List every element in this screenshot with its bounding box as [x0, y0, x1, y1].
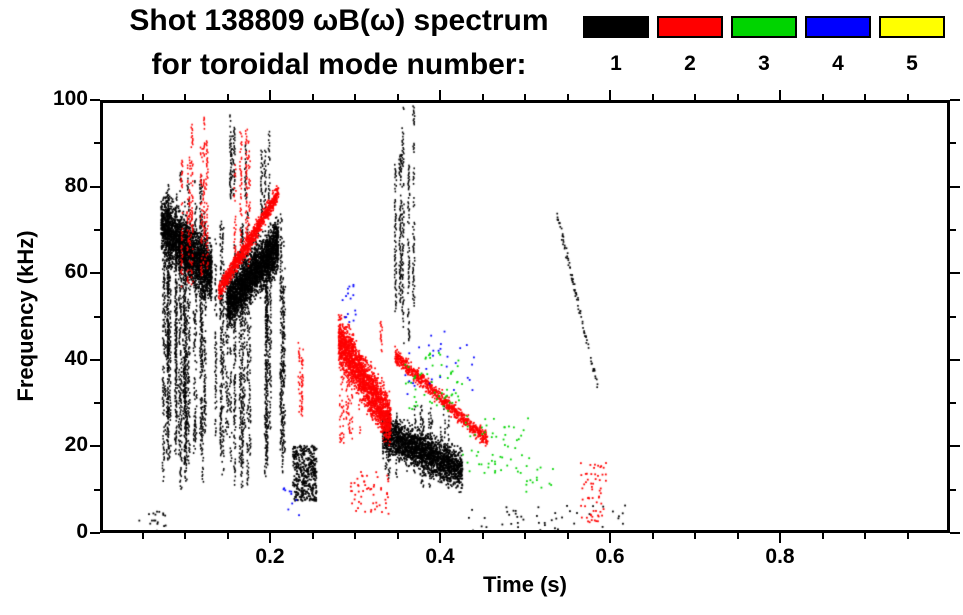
y-axis-title: Frequency (kHz) [13, 230, 38, 402]
axis-tick [396, 533, 399, 539]
axis-tick [779, 533, 781, 543]
legend-swatches [583, 16, 945, 38]
axis-tick [311, 94, 314, 100]
axis-tick [439, 90, 441, 100]
axis-tick [524, 94, 526, 100]
axis-tick [524, 533, 526, 539]
axis-tick [779, 90, 781, 100]
axis-tick [90, 532, 100, 534]
axis-tick [90, 358, 100, 361]
legend-mode-number-1: 1 [610, 52, 622, 75]
axis-tick [950, 272, 960, 275]
axis-tick [396, 94, 399, 100]
axis-tick [184, 533, 186, 539]
y-tick-label: 0 [76, 520, 88, 543]
x-tick-label: 0.6 [595, 545, 625, 568]
axis-tick [736, 533, 739, 539]
axis-tick [269, 533, 271, 543]
axis-tick [950, 445, 960, 448]
legend-mode-number-2: 2 [684, 52, 696, 75]
legend-mode-number-3: 3 [758, 52, 770, 75]
chart-subtitle: for toroidal mode number: [151, 48, 527, 81]
legend-swatch-mode-3 [731, 16, 797, 38]
axis-tick [269, 90, 271, 100]
axis-tick [311, 533, 314, 539]
axis-tick [141, 533, 144, 539]
axis-tick [90, 445, 100, 448]
axis-tick [184, 94, 186, 100]
y-tick-label: 100 [52, 87, 88, 110]
y-tick-label: 40 [64, 346, 88, 370]
axis-tick [354, 94, 356, 100]
axis-tick [950, 142, 956, 145]
axis-tick [651, 94, 654, 100]
x-axis-title: Time (s) [483, 572, 567, 597]
axis-tick [94, 402, 100, 405]
axis-tick [609, 533, 611, 543]
axis-tick [354, 533, 356, 539]
axis-tick [906, 533, 909, 539]
legend-mode-number-5: 5 [906, 52, 918, 75]
axis-tick [736, 94, 739, 100]
axis-tick [90, 272, 100, 275]
axis-tick [950, 99, 960, 101]
y-tick-label: 80 [64, 173, 88, 197]
axis-tick [821, 533, 824, 539]
axis-tick [90, 185, 100, 188]
axis-tick [94, 228, 100, 231]
axis-tick [950, 185, 960, 188]
axis-tick [439, 533, 441, 543]
axis-tick [651, 533, 654, 539]
x-tick-label: 0.4 [425, 545, 455, 568]
axis-tick [950, 315, 956, 318]
axis-tick [950, 402, 956, 405]
axis-tick [90, 99, 100, 101]
x-tick-label: 0.8 [765, 545, 795, 568]
y-tick-label: 20 [64, 433, 88, 457]
axis-tick [950, 488, 956, 491]
legend-swatch-mode-4 [805, 16, 871, 38]
axis-tick [906, 94, 909, 100]
y-tick-label: 60 [64, 260, 88, 284]
plot-frame [100, 100, 950, 533]
axis-tick [950, 358, 960, 361]
axis-tick [566, 533, 569, 539]
axis-tick [694, 533, 696, 539]
spectrogram-canvas [103, 103, 947, 530]
legend-swatch-mode-5 [879, 16, 945, 38]
legend-mode-numbers: 1 2 3 4 5 [583, 52, 945, 76]
legend-swatch-mode-2 [657, 16, 723, 38]
axis-tick [864, 533, 866, 539]
axis-tick [94, 142, 100, 145]
axis-tick [481, 94, 484, 100]
axis-tick [481, 533, 484, 539]
axis-tick [94, 315, 100, 318]
axis-tick [821, 94, 824, 100]
axis-tick [141, 94, 144, 100]
axis-tick [226, 94, 229, 100]
x-tick-label: 0.2 [255, 545, 285, 568]
legend-swatch-mode-1 [583, 16, 649, 38]
axis-tick [950, 532, 960, 534]
axis-tick [694, 94, 696, 100]
axis-tick [609, 90, 611, 100]
axis-tick [226, 533, 229, 539]
axis-tick [950, 228, 956, 231]
axis-tick [566, 94, 569, 100]
axis-tick [864, 94, 866, 100]
legend-mode-number-4: 4 [832, 52, 844, 75]
axis-tick [94, 488, 100, 491]
chart-title: Shot 138809 ωB(ω) spectrum [129, 4, 549, 37]
